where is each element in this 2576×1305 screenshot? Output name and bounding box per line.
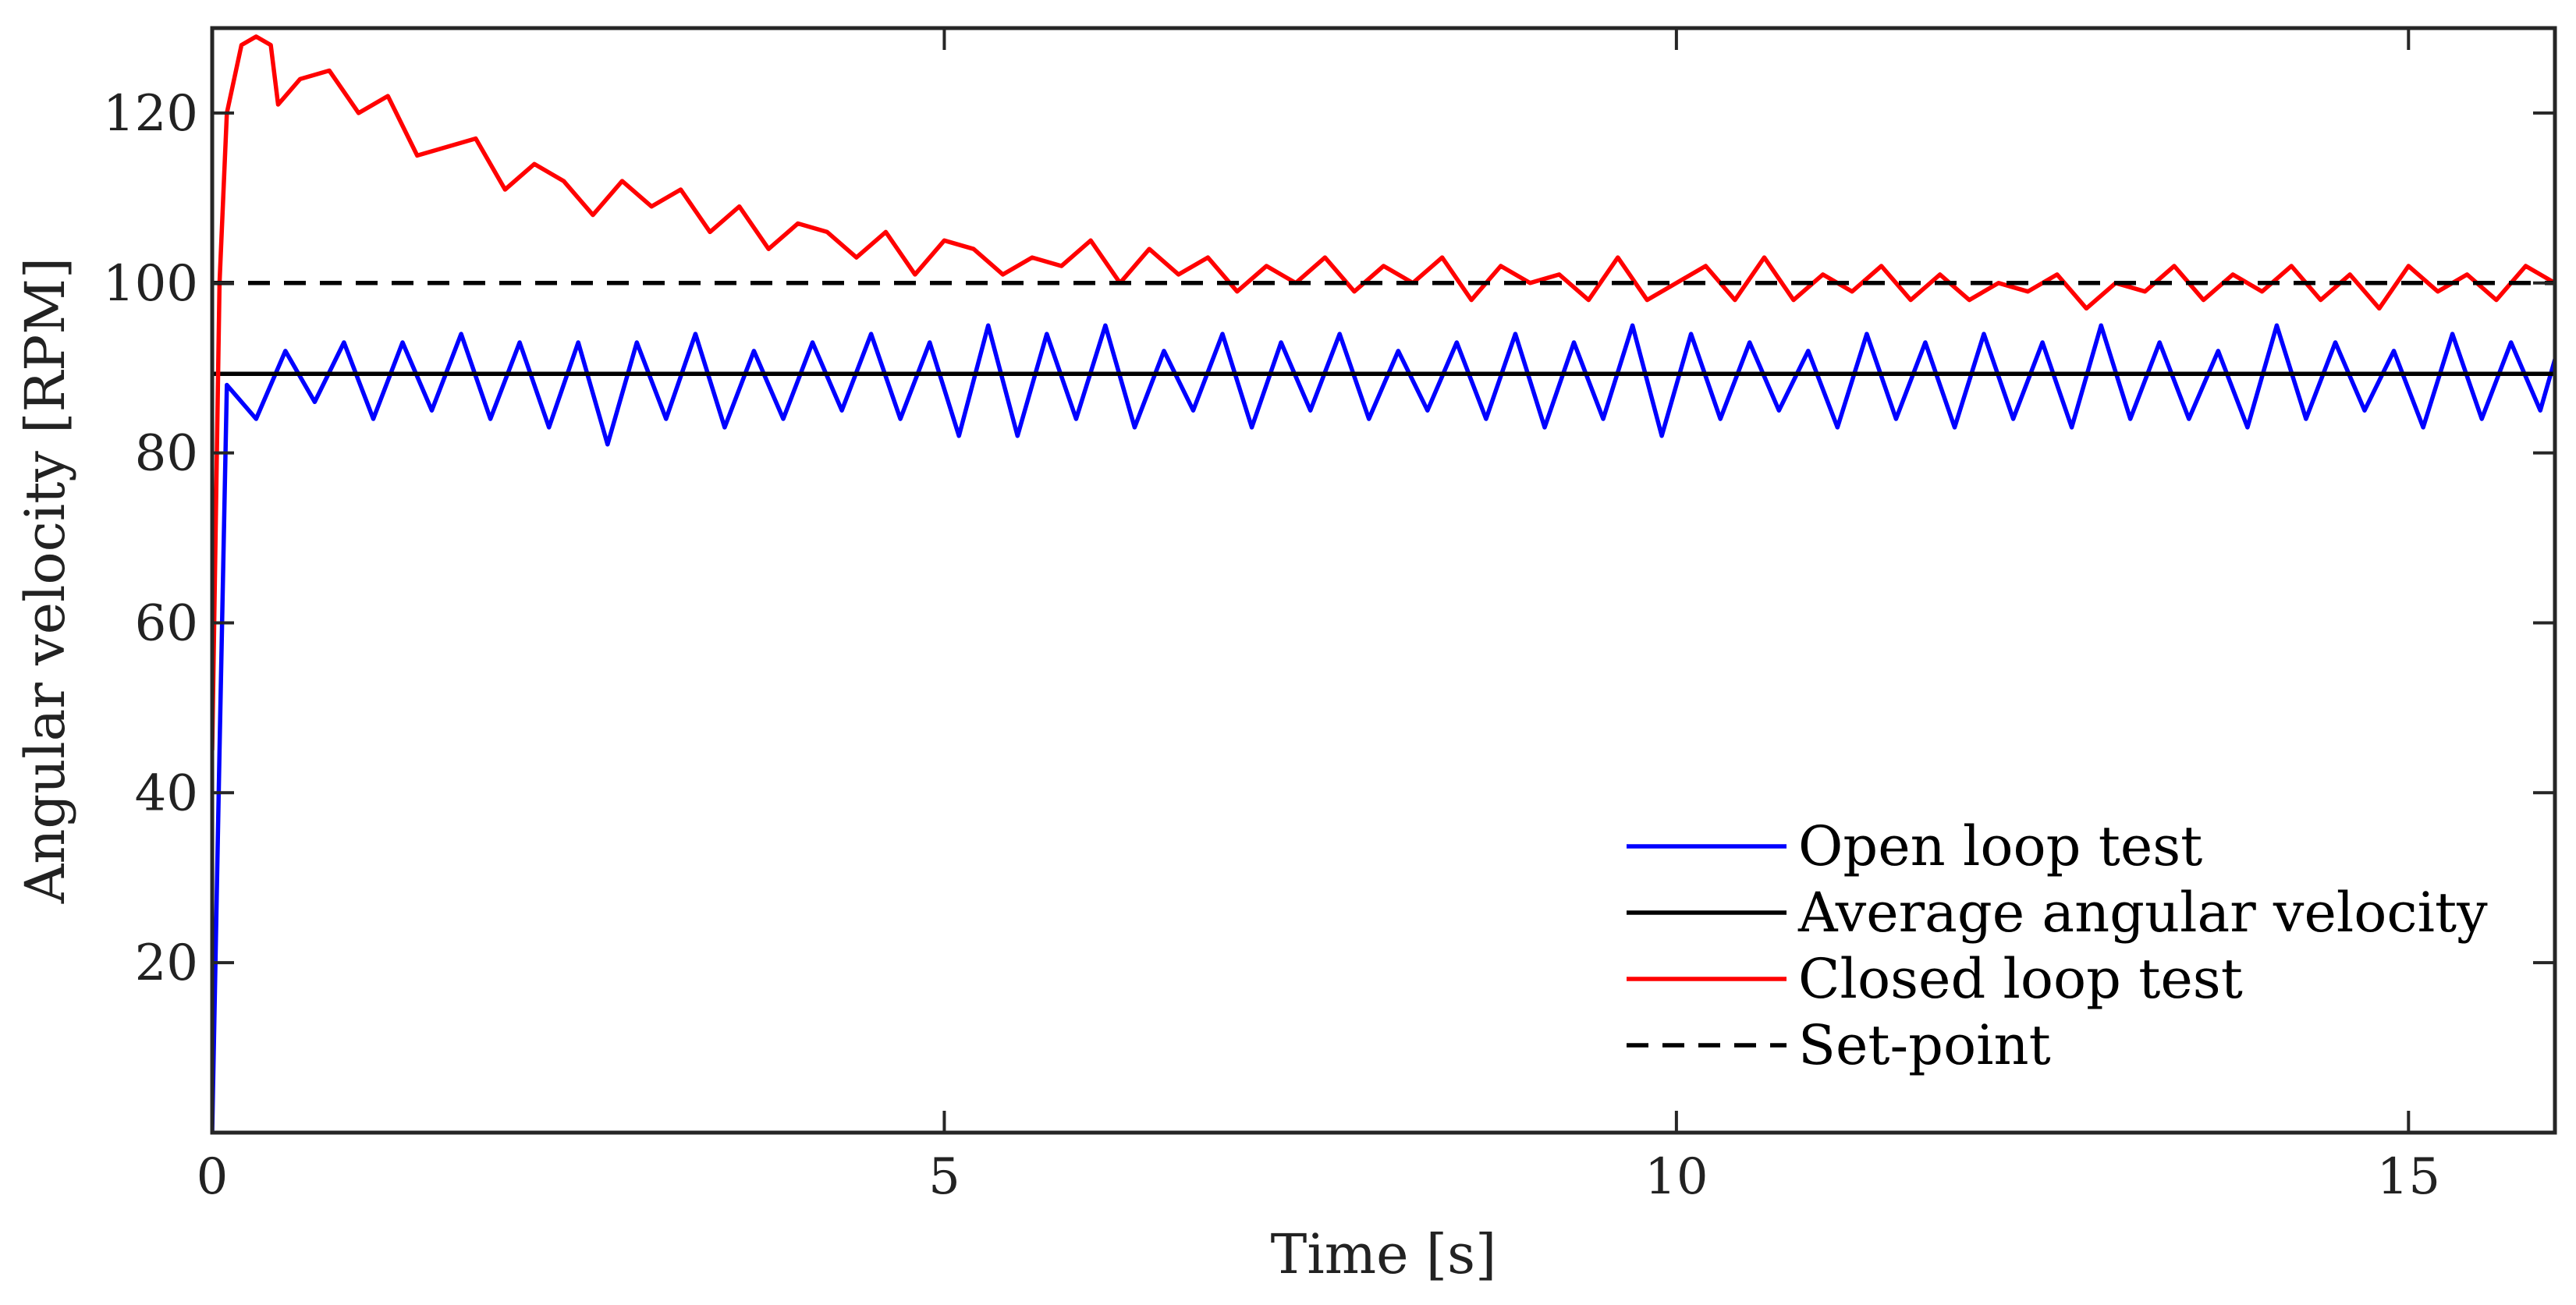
- series-open-loop-test: [212, 323, 2555, 1133]
- axes-box: [210, 26, 2557, 1135]
- y-tick-label: 40: [135, 764, 198, 822]
- x-tick-label: 5: [928, 1148, 960, 1206]
- y-tick-label: 120: [103, 85, 198, 143]
- x-tick-label: 0: [197, 1148, 229, 1206]
- y-tick-label: 80: [135, 425, 198, 483]
- x-tick-label: 15: [2377, 1148, 2440, 1206]
- y-axis-title: Angular velocity [RPM]: [13, 257, 77, 904]
- legend-label-open-loop-test: Open loop test: [1798, 814, 2202, 878]
- legend-label-set-point: Set-point: [1798, 1013, 2051, 1077]
- legend-label-average-angular-velocity: Average angular velocity: [1797, 881, 2488, 945]
- y-tick-label: 60: [135, 594, 198, 652]
- y-tick-label: 100: [103, 255, 198, 313]
- legend-label-closed-loop-test: Closed loop test: [1798, 947, 2243, 1011]
- x-tick-label: 10: [1645, 1148, 1708, 1206]
- y-tick-label: 20: [135, 934, 198, 992]
- series-closed-loop-test: [212, 34, 2555, 750]
- x-axis-title: Time [s]: [1271, 1222, 1497, 1286]
